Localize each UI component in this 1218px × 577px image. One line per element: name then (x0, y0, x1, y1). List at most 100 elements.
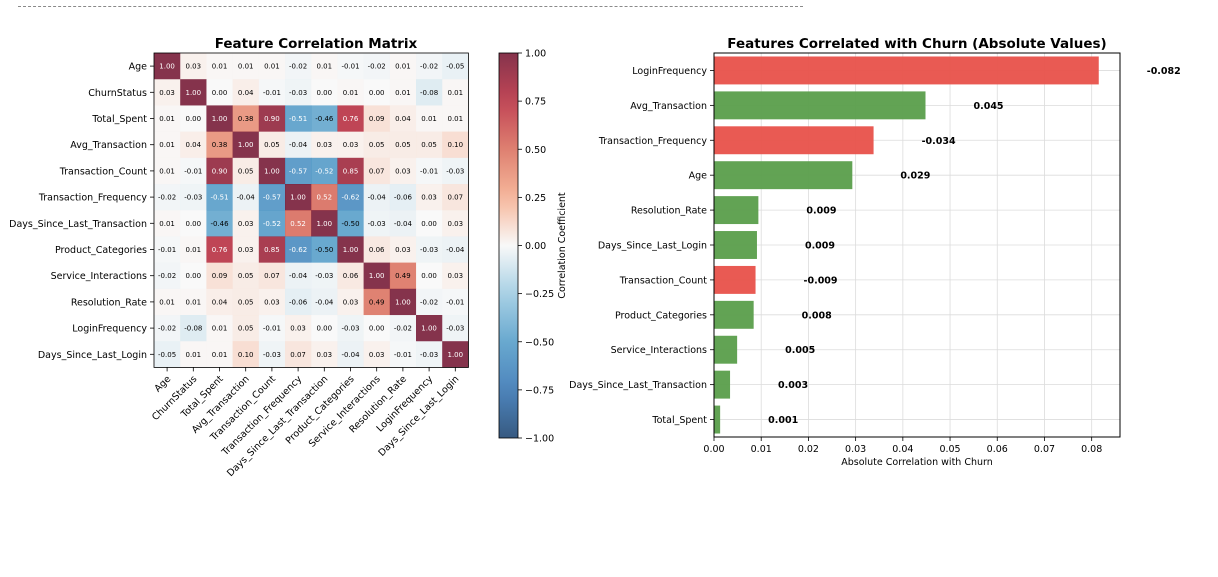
heatmap-cell (337, 210, 364, 237)
heatmap-cell (416, 262, 443, 290)
heatmap-cell (285, 157, 312, 185)
heatmap-cell-value: 0.00 (421, 272, 437, 280)
heatmap-cell-value: -0.08 (420, 89, 438, 97)
heatmap-cell (180, 315, 207, 342)
heatmap-cell (337, 105, 364, 132)
heatmap-cell (206, 262, 233, 290)
heatmap-cell-value: 0.03 (317, 141, 333, 149)
heatmap-cell (154, 210, 181, 237)
heatmap-cell-value: 0.03 (395, 246, 411, 254)
heatmap-cell-value: 0.00 (212, 89, 228, 97)
heatmap-cell (180, 53, 207, 80)
heatmap-cell-value: -0.04 (368, 194, 387, 202)
bar-x-tick-label: 0.00 (703, 444, 724, 455)
heatmap-cell (442, 79, 469, 106)
heatmap-cell-value: 0.00 (369, 89, 385, 97)
heatmap-cell-value: -0.52 (263, 220, 281, 228)
heatmap-cell (258, 288, 286, 316)
heatmap-cell (442, 105, 469, 132)
heatmap-title: Feature Correlation Matrix (215, 36, 418, 52)
heatmap-cell (285, 262, 312, 290)
heatmap-cell-value: 0.10 (238, 351, 254, 359)
heatmap-cell-value: 0.01 (317, 63, 333, 71)
heatmap-cell-value: 0.01 (159, 298, 175, 306)
heatmap-cell-value: -0.05 (446, 63, 464, 71)
heatmap-cell-value: 1.00 (395, 298, 411, 306)
heatmap-y-tick-label: Product_Categories (55, 245, 147, 256)
colorbar-tick-label: 0.75 (525, 97, 546, 108)
heatmap-cell-value: -0.04 (315, 298, 334, 306)
heatmap-cell (442, 184, 469, 211)
heatmap-cell (311, 53, 338, 80)
heatmap-cell (363, 262, 391, 290)
heatmap-cell-value: -0.03 (420, 246, 438, 254)
heatmap-cell-value: -0.03 (420, 351, 438, 359)
heatmap-cell-value: 0.10 (448, 141, 464, 149)
heatmap-cell-value: 0.03 (238, 220, 254, 228)
heatmap-cell-value: 0.03 (369, 351, 385, 359)
heatmap-cell (416, 79, 443, 106)
heatmap-cell (232, 79, 260, 106)
bar-plot-frame (713, 52, 1121, 438)
heatmap-cell-value: 1.00 (369, 272, 385, 280)
heatmap-cell (154, 157, 181, 185)
heatmap-cell-value: 1.00 (421, 325, 437, 333)
heatmap-cell (206, 131, 233, 159)
heatmap-cell-value: -0.08 (184, 325, 202, 333)
heatmap-cell (232, 210, 260, 237)
heatmap-cell (232, 236, 260, 263)
bar-value-label: 0.045 (973, 101, 1003, 112)
heatmap-cell (206, 157, 233, 185)
heatmap-cell (389, 157, 417, 185)
heatmap-cell-value: -0.02 (158, 325, 176, 333)
bar-x-tick-label: 0.06 (987, 444, 1008, 455)
heatmap-cell (206, 288, 233, 316)
heatmap-cell (337, 288, 364, 316)
heatmap-cell (337, 236, 364, 263)
heatmap-cell-value: -0.05 (158, 351, 176, 359)
heatmap-cell-value: -0.03 (368, 220, 386, 228)
heatmap-cell-value: -0.01 (184, 167, 202, 175)
bar-x-tick-label: 0.03 (845, 444, 866, 455)
heatmap-cell (285, 210, 312, 237)
bar-y-tick-label: Product_Categories (615, 310, 707, 321)
heatmap-cell (258, 210, 286, 237)
heatmap-cell (206, 79, 233, 106)
heatmap-cell (154, 341, 181, 368)
heatmap-cell-value: 0.38 (212, 141, 228, 149)
heatmap-cell-value: 0.00 (186, 272, 202, 280)
heatmap-cell (363, 184, 391, 211)
bar-x-tick-label: 0.07 (1034, 444, 1055, 455)
heatmap-cell-value: 0.01 (212, 351, 228, 359)
heatmap-cell (285, 79, 312, 106)
heatmap-cell-value: 0.01 (421, 115, 437, 123)
bar-x-tick-label: 0.08 (1081, 444, 1102, 455)
bar-value-label: -0.034 (922, 136, 956, 147)
heatmap-cell (285, 236, 312, 263)
heatmap-cell (442, 341, 469, 368)
heatmap-cell (285, 131, 312, 159)
heatmap-cell-value: -0.03 (289, 89, 307, 97)
heatmap-cell-value: 0.07 (290, 351, 306, 359)
bar-x-tick-label: 0.01 (751, 444, 772, 455)
heatmap-cell-value: 0.90 (264, 115, 280, 123)
heatmap-cell-value: 1.00 (159, 63, 175, 71)
heatmap-cell (389, 131, 417, 159)
heatmap-cell (442, 262, 469, 290)
heatmap-cell-value: 0.03 (448, 220, 464, 228)
heatmap-cell-value: 0.85 (264, 246, 280, 254)
heatmap-cell-value: -0.01 (446, 298, 464, 306)
heatmap-cell-value: 0.04 (186, 141, 202, 149)
heatmap-cell-value: 0.00 (186, 115, 202, 123)
heatmap-cell (337, 315, 364, 342)
heatmap-cell-value: 0.06 (369, 246, 385, 254)
bar-y-tick-label: LoginFrequency (632, 66, 707, 77)
heatmap-cell (337, 341, 364, 368)
heatmap-cell-value: -0.04 (289, 272, 308, 280)
heatmap-cell-value: 0.01 (395, 63, 411, 71)
heatmap-y-tick-label: LoginFrequency (72, 324, 147, 335)
heatmap-cell-value: 0.03 (317, 351, 333, 359)
heatmap-cell (258, 131, 286, 159)
heatmap-cell (442, 157, 469, 185)
colorbar-tick-label: 1.00 (525, 49, 546, 60)
